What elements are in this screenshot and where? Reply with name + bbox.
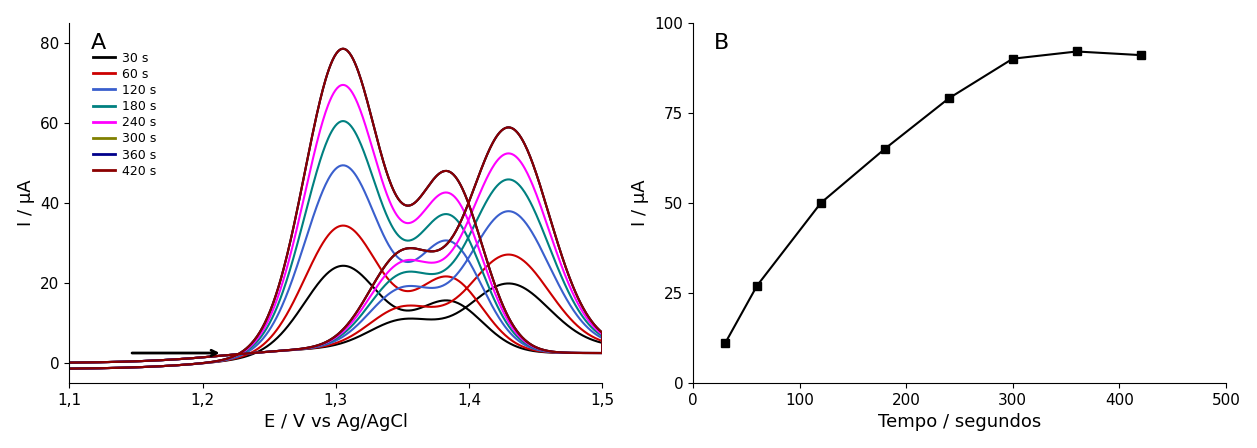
- 30 s: [204, 360, 219, 365]
- 360 s: [544, 223, 559, 228]
- 300 s: [62, 360, 77, 365]
- 240 s: [62, 366, 77, 371]
- 240 s: [204, 359, 219, 365]
- Line: 120 s: 120 s: [69, 165, 602, 369]
- 240 s: [422, 202, 437, 207]
- 60 s: [525, 347, 541, 353]
- 120 s: [567, 309, 582, 314]
- 300 s: [525, 343, 541, 348]
- 420 s: [422, 182, 437, 187]
- 420 s: [241, 343, 256, 349]
- 360 s: [525, 343, 541, 348]
- 180 s: [62, 366, 77, 371]
- Line: 30 s: 30 s: [69, 266, 602, 369]
- Line: 300 s: 300 s: [69, 49, 602, 369]
- 180 s: [544, 252, 559, 257]
- 30 s: [544, 309, 559, 314]
- 60 s: [422, 280, 437, 285]
- 120 s: [62, 360, 77, 365]
- 300 s: [62, 366, 77, 371]
- Line: 240 s: 240 s: [69, 85, 602, 369]
- 420 s: [525, 343, 541, 348]
- 180 s: [525, 345, 541, 350]
- 120 s: [62, 366, 77, 371]
- 60 s: [544, 293, 559, 299]
- 360 s: [336, 46, 351, 52]
- 360 s: [62, 366, 77, 371]
- 180 s: [422, 222, 437, 227]
- Line: 420 s: 420 s: [69, 49, 602, 369]
- 180 s: [336, 118, 351, 124]
- 420 s: [62, 360, 77, 365]
- 180 s: [62, 360, 77, 365]
- 360 s: [241, 343, 256, 349]
- Line: 60 s: 60 s: [69, 226, 602, 369]
- Text: B: B: [714, 34, 729, 53]
- 60 s: [62, 366, 77, 371]
- 60 s: [336, 223, 351, 228]
- 30 s: [422, 302, 437, 307]
- X-axis label: E / V vs Ag/AgCl: E / V vs Ag/AgCl: [264, 414, 407, 431]
- Legend: 30 s, 60 s, 120 s, 180 s, 240 s, 300 s, 360 s, 420 s: 30 s, 60 s, 120 s, 180 s, 240 s, 300 s, …: [92, 51, 157, 179]
- 240 s: [336, 82, 351, 88]
- 30 s: [241, 353, 256, 358]
- 240 s: [241, 345, 256, 350]
- 360 s: [62, 360, 77, 365]
- 300 s: [544, 223, 559, 228]
- 420 s: [544, 223, 559, 228]
- 300 s: [567, 288, 582, 293]
- Line: 180 s: 180 s: [69, 121, 602, 369]
- Line: 360 s: 360 s: [69, 49, 602, 369]
- 120 s: [525, 346, 541, 351]
- Y-axis label: I / μA: I / μA: [631, 180, 649, 226]
- 360 s: [567, 288, 582, 293]
- 420 s: [567, 288, 582, 293]
- Text: A: A: [91, 34, 106, 53]
- 300 s: [336, 46, 351, 52]
- 60 s: [241, 351, 256, 357]
- 300 s: [204, 359, 219, 365]
- 180 s: [204, 360, 219, 365]
- X-axis label: Tempo / segundos: Tempo / segundos: [877, 414, 1041, 431]
- 420 s: [62, 366, 77, 371]
- 300 s: [241, 343, 256, 349]
- 120 s: [204, 360, 219, 365]
- 60 s: [567, 320, 582, 326]
- 60 s: [62, 360, 77, 365]
- 30 s: [525, 348, 541, 353]
- 180 s: [567, 301, 582, 306]
- 30 s: [567, 328, 582, 333]
- 420 s: [204, 359, 219, 365]
- 360 s: [204, 359, 219, 365]
- 360 s: [422, 182, 437, 187]
- 240 s: [62, 360, 77, 365]
- 30 s: [62, 366, 77, 371]
- 120 s: [422, 246, 437, 251]
- Y-axis label: I / μA: I / μA: [16, 180, 35, 226]
- 120 s: [241, 349, 256, 354]
- 120 s: [544, 269, 559, 275]
- 420 s: [336, 46, 351, 52]
- 30 s: [336, 263, 351, 268]
- 300 s: [422, 182, 437, 187]
- 240 s: [567, 294, 582, 300]
- 240 s: [525, 344, 541, 349]
- 180 s: [241, 346, 256, 352]
- 60 s: [204, 360, 219, 365]
- 120 s: [336, 163, 351, 168]
- 30 s: [62, 360, 77, 365]
- 240 s: [544, 237, 559, 243]
